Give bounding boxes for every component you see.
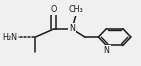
Text: H₂N: H₂N xyxy=(2,33,17,42)
Text: CH₃: CH₃ xyxy=(69,5,83,15)
Text: N: N xyxy=(103,46,109,55)
Text: N: N xyxy=(69,24,75,33)
Text: O: O xyxy=(51,5,57,14)
